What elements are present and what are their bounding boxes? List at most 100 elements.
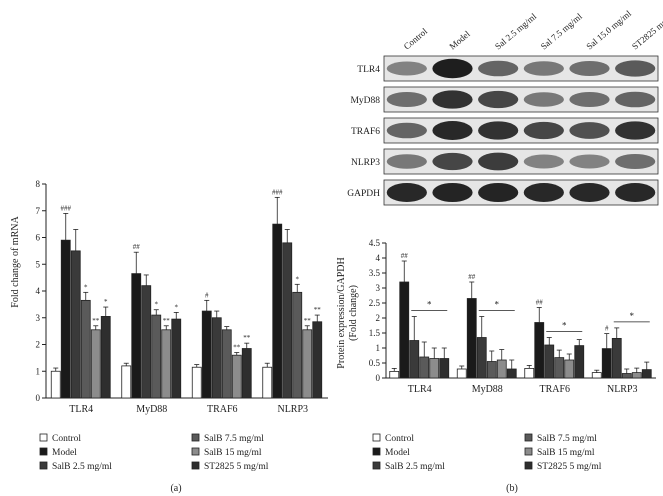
blot-band <box>386 91 427 108</box>
b-bar <box>409 340 420 379</box>
b-bar <box>439 358 450 379</box>
a-bar <box>171 318 182 399</box>
b-bar <box>564 359 575 379</box>
b-significance-mark: ## <box>536 299 544 307</box>
a-bar <box>201 310 212 399</box>
a-bar <box>50 370 61 399</box>
legend-b-label: ST2825 5 mg/ml <box>537 462 602 472</box>
blot-band <box>386 122 427 139</box>
blot-protein-label: GAPDH <box>347 189 380 199</box>
a-bar <box>131 273 142 399</box>
blot-band <box>386 61 427 76</box>
blot-lane-label: Sal 15.0 mg/ml <box>584 8 633 51</box>
b-bar <box>601 348 612 379</box>
b-x-tick-labels: TLR4 MyD88 TRAF6 NLRP3 <box>408 384 638 395</box>
b-bar <box>389 370 400 379</box>
blot-band <box>478 60 519 77</box>
b-bar <box>466 298 477 379</box>
a-x-tick-labels: TLR4 MyD88 TRAF6 NLRP3 <box>69 404 308 415</box>
a-x-tick-label: NLRP3 <box>277 404 308 415</box>
b-bar <box>631 372 642 379</box>
blot-row-frame <box>383 179 659 206</box>
b-y-tick-label: 3.5 <box>369 268 381 278</box>
b-significance-mark: * <box>495 300 500 310</box>
caption-b: (b) <box>506 483 518 494</box>
blot-band <box>432 58 473 79</box>
blot-band <box>569 122 610 139</box>
legend-a-swatch <box>39 447 48 456</box>
a-y-tick-label: 6 <box>36 233 41 243</box>
a-significance-mark: ** <box>163 317 171 325</box>
a-bar <box>241 348 252 399</box>
blot-band <box>615 91 656 108</box>
a-significance-mark: ** <box>304 317 312 325</box>
b-bar <box>621 373 632 379</box>
a-y-tick-label: 8 <box>36 179 41 189</box>
blot-lane-label: Control <box>402 26 430 52</box>
b-y-tick-label: 2.5 <box>369 298 381 308</box>
a-significance-mark: * <box>155 301 159 309</box>
blot-band <box>523 183 564 202</box>
legend-b-swatch <box>524 433 533 442</box>
b-bar <box>544 344 555 379</box>
blot-row-frame <box>383 55 659 82</box>
b-bar <box>641 369 652 379</box>
western-blot: Control Model Sal 2.5 mg/ml Sal 7.5 mg/ml Sa… <box>347 8 663 206</box>
a-bar <box>80 299 91 399</box>
b-significance-mark: * <box>427 300 432 310</box>
a-bar <box>292 291 303 399</box>
blot-protein-label: NLRP3 <box>351 158 380 168</box>
a-y-tick-label: 3 <box>36 313 41 323</box>
blot-band <box>615 121 656 140</box>
a-bars: #########**** ************* <box>50 188 323 399</box>
legend-b-label: SalB 2.5 mg/ml <box>385 462 445 472</box>
b-significance-mark: * <box>562 321 567 331</box>
legend-b-swatch <box>372 447 381 456</box>
legend-b-label: Model <box>385 448 410 458</box>
legend-b-swatch <box>524 461 533 470</box>
blot-row-frame <box>383 148 659 175</box>
panel-b-chart: Protein expression/GAPDH (Fold change) 0… <box>336 238 656 395</box>
blot-band <box>523 92 564 107</box>
b-y-tick-label: 4.5 <box>369 238 381 248</box>
b-bar <box>456 368 467 379</box>
a-significance-mark: ### <box>61 204 72 212</box>
blot-band <box>478 121 519 140</box>
blot-band <box>615 60 656 77</box>
legend-b-label: SalB 15 mg/ml <box>537 448 595 458</box>
legend-a-swatch <box>191 433 200 442</box>
blot-band <box>432 90 473 109</box>
b-bar <box>476 337 487 379</box>
b-y-tick-label: 0.5 <box>369 358 381 368</box>
b-bars: #######* *** <box>389 252 652 379</box>
a-bar <box>312 321 323 399</box>
caption-a: (a) <box>170 483 181 494</box>
b-y-tick-label: 0 <box>376 373 381 383</box>
b-bar <box>399 281 410 379</box>
blot-band <box>478 152 519 171</box>
a-significance-mark: ### <box>272 188 283 196</box>
b-x-tick-label: TLR4 <box>408 384 432 395</box>
a-x-tick-label: TLR4 <box>69 404 93 415</box>
b-y-tick-label: 4 <box>376 253 381 263</box>
a-y-axis-label: Fold change of mRNA <box>10 216 21 308</box>
b-y-tick-label: 1 <box>376 343 381 353</box>
blot-lane-label: ST2825 mg/ml <box>630 9 663 52</box>
blot-protein-label: TLR4 <box>357 65 380 75</box>
a-significance-mark: ** <box>314 306 322 314</box>
blot-band <box>569 60 610 77</box>
a-significance-mark: ** <box>233 344 241 352</box>
b-significance-mark: ## <box>468 273 476 281</box>
a-significance-mark: ** <box>92 317 100 325</box>
b-bar <box>429 358 440 379</box>
a-bar <box>272 223 283 399</box>
b-y-axis-label-2: (Fold change) <box>348 285 359 341</box>
legend-a-label: Model <box>52 448 77 458</box>
a-significance-mark: * <box>296 275 300 283</box>
a-y-tick-label: 1 <box>36 366 41 376</box>
blot-band <box>615 153 656 170</box>
a-legend: Control Model SalB 2.5 mg/ml SalB 7.5 mg/ml… <box>39 433 269 472</box>
b-bar <box>486 361 497 379</box>
